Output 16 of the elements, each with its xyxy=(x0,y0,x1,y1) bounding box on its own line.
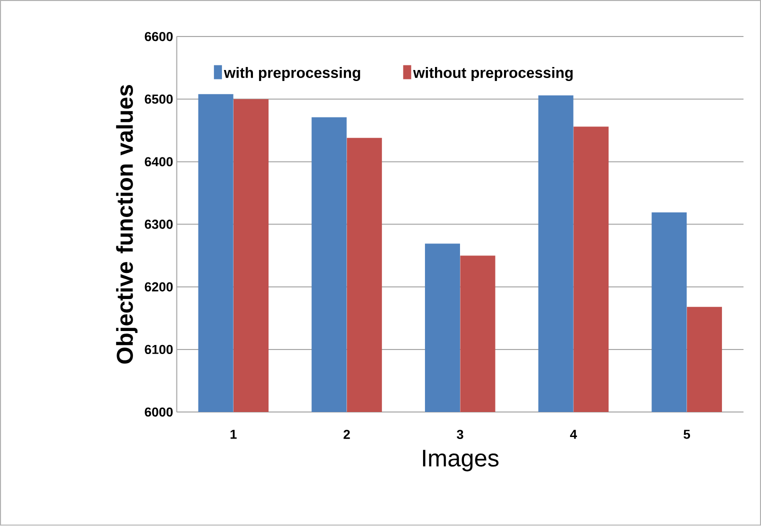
legend-label: without preprocessing xyxy=(413,67,573,82)
legend-label: with preprocessing xyxy=(224,67,360,82)
y-axis-title: Objective function values xyxy=(116,85,138,364)
y-tick-label: 6200 xyxy=(144,282,173,292)
y-tick-label: 6000 xyxy=(144,408,173,417)
y-tick-label: 6400 xyxy=(144,157,173,166)
y-tick-label: 6600 xyxy=(144,32,173,42)
x-tick-label: 4 xyxy=(570,430,578,439)
x-tick-label: 1 xyxy=(230,430,237,439)
y-tick-label: 6100 xyxy=(144,345,173,354)
x-tick-label: 3 xyxy=(456,430,464,440)
x-tick-label: 5 xyxy=(684,430,690,440)
x-tick-label: 2 xyxy=(344,430,350,440)
y-tick-label: 6300 xyxy=(144,220,173,230)
y-tick-label: 6500 xyxy=(144,94,173,104)
x-axis-title: Images xyxy=(423,450,498,472)
